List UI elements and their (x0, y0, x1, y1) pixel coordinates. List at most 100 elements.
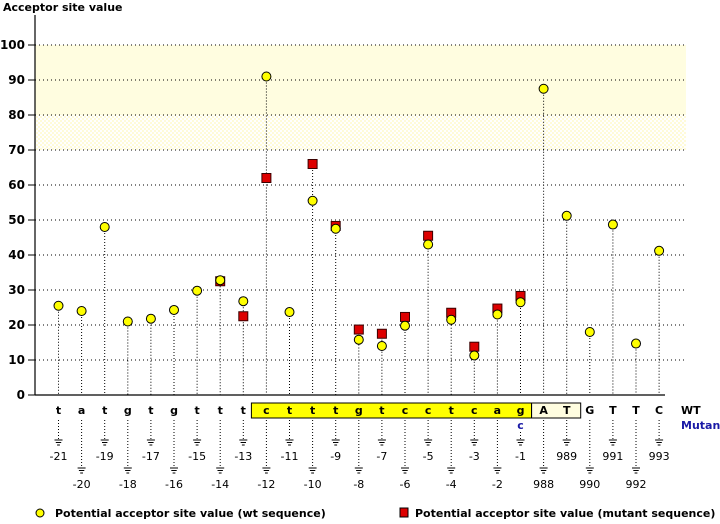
base-letter: g (124, 404, 132, 417)
y-tick-label: 50 (8, 213, 25, 227)
wt-point (469, 350, 480, 361)
wt-row-label: WT (681, 404, 701, 417)
position-label: -10 (304, 478, 322, 491)
position-label: -12 (257, 478, 275, 491)
base-letter: g (170, 404, 178, 417)
position-label: -15 (188, 450, 206, 463)
position-label: -6 (400, 478, 411, 491)
position-label: -21 (50, 450, 68, 463)
position-label: 991 (602, 450, 623, 463)
position-labels: -21 -20 -19 -18 -17 -16 -15 -14 -13 -12 -11 -10 -9 -8… (50, 420, 670, 491)
data-marks (53, 71, 665, 361)
wt-point (145, 313, 156, 324)
wt-point (423, 239, 434, 250)
base-letter: t (241, 404, 246, 417)
y-tick-label: 0 (17, 388, 25, 402)
base-letter: c (425, 404, 432, 417)
base-letter: t (148, 404, 153, 417)
legend: Potential acceptor site value (wt sequen… (35, 507, 715, 520)
position-label: -1 (515, 450, 526, 463)
highlight-bands (35, 45, 686, 150)
chart-title: Acceptor site value (3, 1, 122, 14)
mutant-point (261, 173, 272, 183)
gridlines (35, 44, 686, 361)
mutant-row-label: Mutant (681, 419, 720, 432)
wt-point (376, 341, 387, 351)
position-label: 990 (579, 478, 600, 491)
wt-point (353, 334, 364, 345)
base-letter: t (379, 404, 384, 417)
position-label: -13 (234, 450, 252, 463)
wt-point (515, 297, 526, 308)
wt-point (261, 71, 272, 82)
base-letter: t (333, 404, 338, 417)
base-letter: c (471, 404, 478, 417)
mutant-point (469, 341, 480, 352)
wt-point (654, 245, 665, 256)
wt-point (631, 338, 641, 349)
wt-point (307, 195, 318, 206)
wt-point (330, 223, 341, 234)
base-letter: t (194, 404, 199, 417)
wt-point (76, 306, 87, 316)
position-label: -2 (492, 478, 503, 491)
y-tick-label: 90 (8, 73, 25, 87)
wt-point (607, 219, 618, 230)
base-letter: c (263, 404, 270, 417)
position-label: -5 (423, 450, 434, 463)
mutant-point (376, 328, 387, 339)
base-letter: c (402, 404, 409, 417)
wt-point (446, 314, 457, 325)
wt-point (492, 309, 503, 320)
y-axis: 0 10 20 30 40 50 60 70 80 90 100 (0, 15, 665, 402)
mutant-base-letter: c (517, 419, 524, 432)
position-label: -18 (119, 478, 137, 491)
wt-point (215, 275, 226, 286)
highlight-band-0 (35, 45, 686, 115)
base-letter: t (287, 404, 292, 417)
stems (58, 76, 660, 395)
sequence-row: t a t g t g t t t c t t t g t c c t c a gcA T G T T C (56, 402, 663, 432)
legend-mutant-label: Potential acceptor site value (mutant se… (415, 507, 715, 520)
position-label: -20 (73, 478, 91, 491)
base-letter: g (355, 404, 363, 417)
position-label: 989 (556, 450, 577, 463)
base-letter: t (102, 404, 107, 417)
legend-wt-label: Potential acceptor site value (wt sequen… (55, 507, 326, 520)
wt-point (584, 327, 595, 337)
position-label: -14 (211, 478, 229, 491)
position-label: -7 (376, 450, 387, 463)
y-tick-label: 10 (8, 353, 25, 367)
wt-point (538, 83, 549, 94)
wt-point (238, 296, 249, 307)
base-letter: A (539, 404, 548, 417)
position-label: -19 (96, 450, 114, 463)
mutant-point (238, 311, 249, 322)
position-label: -4 (446, 478, 457, 491)
base-letter: t (449, 404, 454, 417)
wt-point (284, 307, 295, 318)
wt-point (561, 210, 572, 221)
position-label: -11 (281, 450, 299, 463)
mutant-point (400, 311, 410, 322)
base-letter: T (609, 404, 617, 417)
wt-point (122, 316, 133, 327)
legend-mutant-marker (399, 507, 409, 518)
exon-box (250, 402, 532, 419)
position-label: 992 (626, 478, 647, 491)
wt-point (53, 300, 64, 311)
position-label: -9 (330, 450, 341, 463)
y-tick-label: 20 (8, 318, 25, 332)
y-tick-label: 70 (8, 143, 25, 157)
base-letter: a (78, 404, 85, 417)
legend-wt-marker (35, 508, 45, 518)
base-letter: t (310, 404, 315, 417)
y-tick-label: 40 (8, 248, 25, 262)
y-tick-label: 30 (8, 283, 25, 297)
base-letter: T (632, 404, 640, 417)
position-label: -16 (165, 478, 183, 491)
base-letter: a (494, 404, 501, 417)
mutant-point (423, 230, 434, 241)
base-letter: g (517, 404, 525, 417)
